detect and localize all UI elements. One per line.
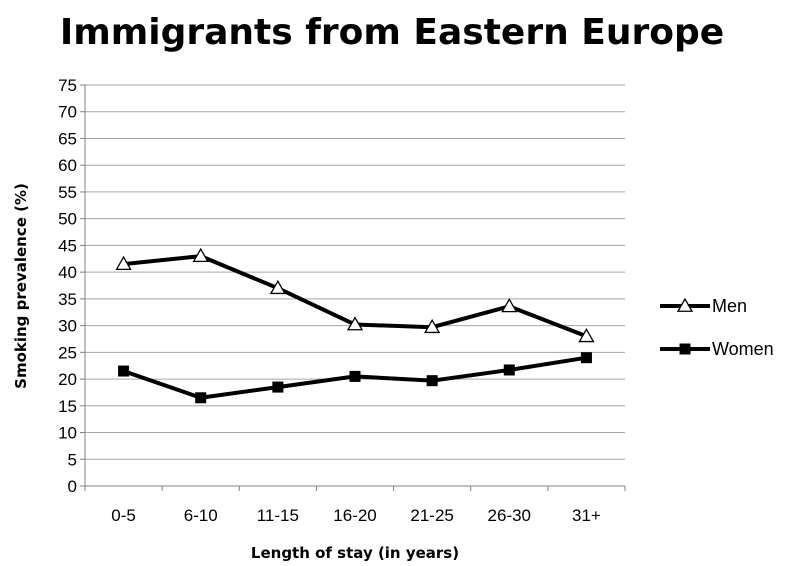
x-axis-label: Length of stay (in years) [251,544,459,562]
y-tick-label: 15 [58,397,77,416]
y-tick-label: 10 [58,424,77,443]
legend: Men Women [660,296,774,359]
men-point [115,255,132,271]
x-axis-ticks: 0-5 6-10 11-15 16-20 21-25 26-30 31+ [111,506,601,525]
legend-item-women: Women [660,339,774,359]
men-point [578,327,595,343]
women-point [272,381,284,393]
x-tick-label: 26-30 [488,506,531,525]
y-axis-label: Smoking prevalence (%) [12,183,30,389]
series-layer [115,247,595,404]
x-tick-label: 31+ [572,506,601,525]
series-men [115,247,595,343]
legend-marker [676,297,694,312]
y-tick-label: 35 [58,290,77,309]
y-tick-label: 45 [58,236,77,255]
legend-item-men: Men [660,296,747,316]
y-tick-label: 25 [58,343,77,362]
women-point [503,364,515,376]
men-point [346,316,364,331]
men-point [269,279,286,295]
women-point [580,352,592,364]
y-tick-label: 30 [58,317,77,336]
y-tick-label: 65 [58,129,77,148]
x-tick-label: 21-25 [410,506,453,525]
y-axis-ticks: 0 5 10 15 20 25 30 35 40 45 50 55 60 65 70 75 [58,76,77,496]
y-tick-label: 75 [58,76,77,95]
y-tick-label: 60 [58,156,77,175]
women-point [195,392,207,404]
women-point [426,375,438,387]
x-tick-label: 6-10 [184,506,218,525]
women-point [118,365,130,377]
legend-marker [679,343,691,355]
series-women [118,352,592,404]
x-tick-label: 16-20 [333,506,376,525]
men-point [501,298,518,313]
y-tick-label: 55 [58,183,77,202]
y-tick-label: 0 [68,477,77,496]
legend-label: Men [712,296,747,316]
x-tick-label: 11-15 [257,506,299,525]
legend-label: Women [712,339,774,359]
y-tick-label: 40 [58,263,77,282]
women-point [349,370,361,382]
y-tick-label: 50 [58,210,77,229]
chart-title: Immigrants from Eastern Europe [60,12,724,53]
men-point [424,318,441,334]
grid [80,84,626,491]
y-tick-label: 20 [58,370,77,389]
men-point [192,247,209,262]
x-tick-label: 0-5 [111,506,136,525]
y-tick-label: 5 [68,450,77,469]
y-tick-label: 70 [58,103,77,122]
